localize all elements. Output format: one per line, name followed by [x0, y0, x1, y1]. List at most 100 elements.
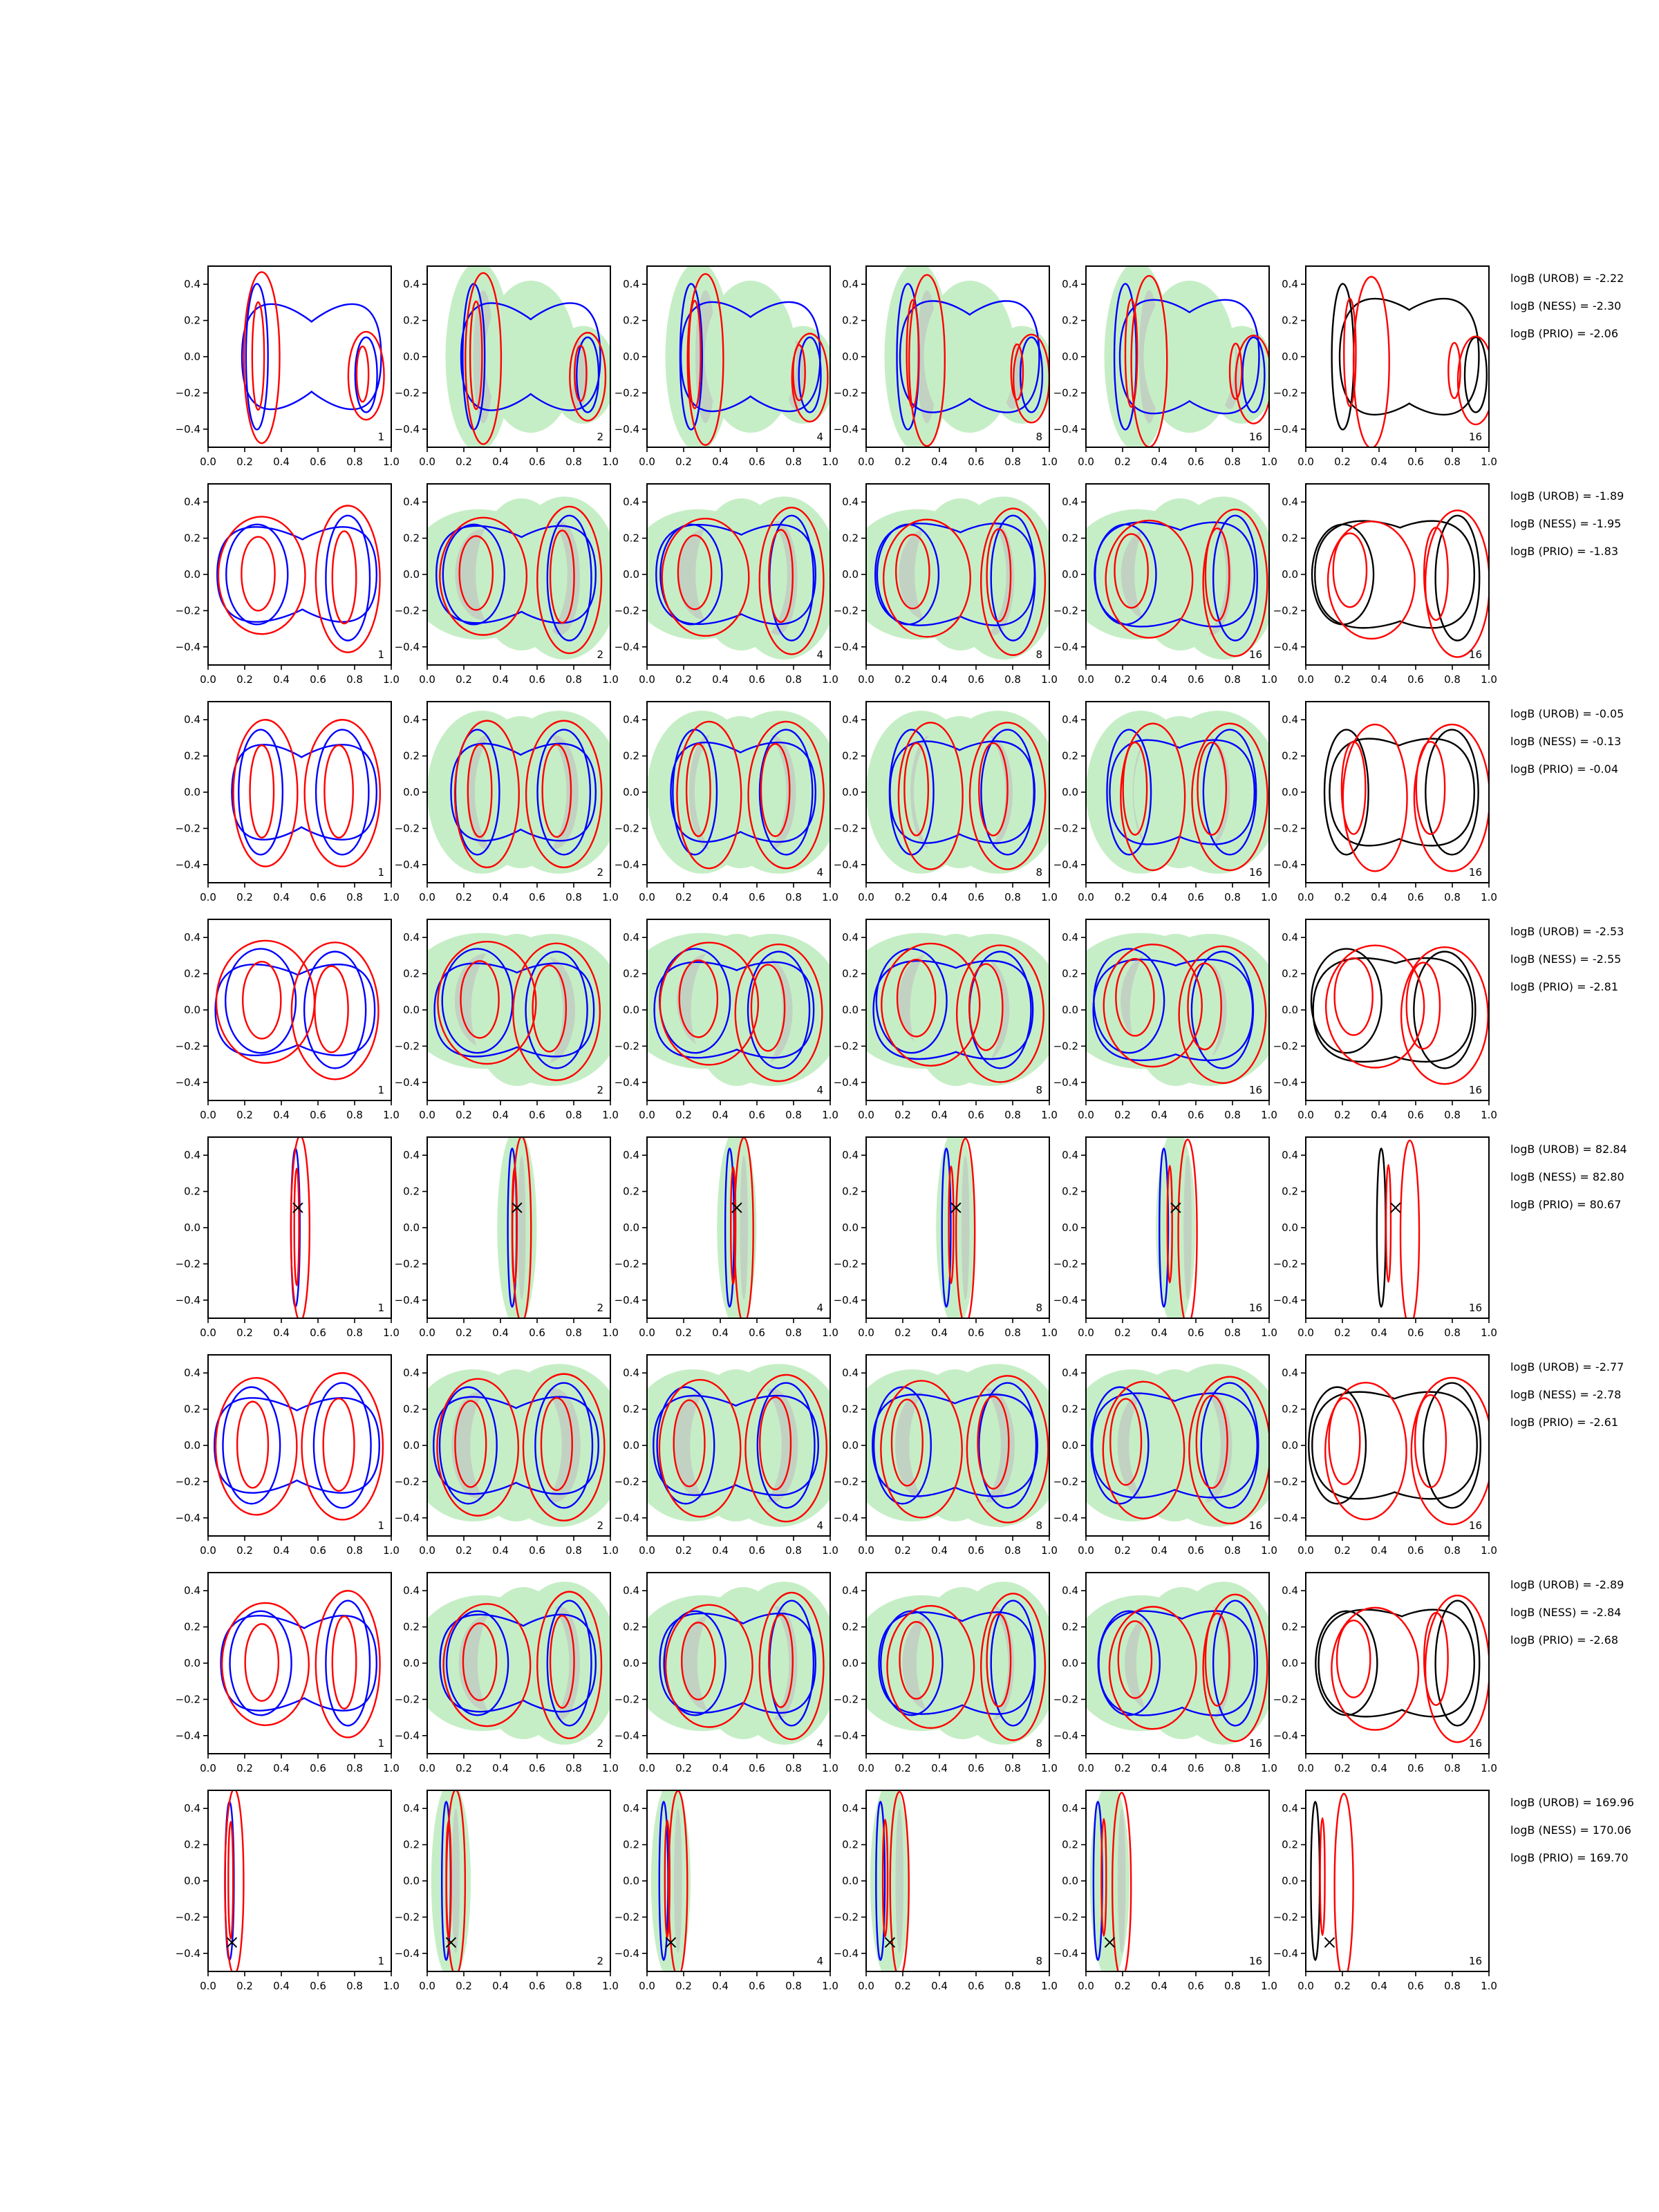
contour-b-inner — [678, 959, 719, 1038]
plot-area — [650, 1790, 691, 1971]
x-tick-label: 0.2 — [1114, 1980, 1131, 1992]
y-tick-label: 0.4 — [403, 1367, 420, 1379]
x-tick-label: 0.0 — [1078, 1762, 1094, 1774]
x-tick-label: 0.6 — [968, 1327, 984, 1339]
contour-b-inner — [454, 1400, 487, 1488]
contour-a — [1422, 1382, 1482, 1509]
contour-b-inner — [760, 742, 791, 837]
contour-a — [525, 950, 588, 1069]
y-tick-label: 0.2 — [623, 1839, 639, 1851]
panel-corner-label: 2 — [597, 1084, 603, 1096]
contour-outer — [220, 1615, 378, 1712]
density-fill-bridge — [909, 1369, 1001, 1522]
y-tick-label: 0.2 — [842, 532, 859, 545]
x-tick-label: 1.0 — [822, 1109, 838, 1121]
x-tick-label: 0.6 — [1188, 1762, 1204, 1774]
y-tick-label: 0.0 — [623, 1657, 639, 1669]
contour-b-inner — [1405, 962, 1441, 1050]
x-tick-label: 0.4 — [931, 1327, 948, 1339]
x-tick-label: 0.2 — [894, 1544, 911, 1557]
contour-a — [872, 1386, 932, 1505]
y-tick-label: 0.2 — [184, 1839, 200, 1851]
panel-corner-label: 8 — [1035, 1737, 1042, 1750]
contour-b-outer — [1352, 276, 1390, 447]
y-tick-label: 0.4 — [403, 1802, 420, 1815]
y-tick-label: −0.4 — [1053, 423, 1078, 435]
contour-b-outer — [1324, 944, 1425, 1069]
logb-label: logB (UROB) = -2.77 — [1510, 1360, 1624, 1374]
plot-area — [497, 1137, 537, 1318]
logb-annotations-row-6: logB (UROB) = -2.77 logB (NESS) = -2.78 lo… — [1510, 1360, 1624, 1429]
x-tick-label: 0.8 — [1004, 891, 1021, 903]
x-tick-label: 1.0 — [1261, 1327, 1277, 1339]
contour-b-outer — [664, 1604, 753, 1728]
logb-label: logB (UROB) = -2.53 — [1510, 925, 1624, 938]
y-tick-label: 0.0 — [403, 786, 420, 798]
y-tick-label: −0.2 — [834, 1040, 859, 1052]
contour-b-outer — [791, 332, 829, 423]
y-tick-label: 0.0 — [623, 786, 639, 798]
plot-area — [1311, 509, 1489, 658]
x-tick-label: 0.4 — [931, 1980, 948, 1992]
contour-a — [1200, 1382, 1259, 1509]
x-tick-label: 0.6 — [529, 1980, 545, 1992]
logb-label: logB (NESS) = 170.06 — [1510, 1824, 1631, 1837]
plot-area — [220, 1590, 381, 1738]
contour-b-outer — [1456, 335, 1489, 426]
y-tick-label: −0.2 — [615, 1040, 639, 1052]
axes-frame — [1305, 701, 1490, 883]
x-tick-label: 0.0 — [200, 673, 216, 686]
contour-outer — [450, 742, 597, 842]
contour-b-outer — [1188, 1376, 1269, 1525]
contour-a — [1323, 729, 1369, 856]
x-tick-label: 0.8 — [1444, 456, 1461, 468]
y-tick-label: −0.2 — [395, 1911, 420, 1923]
x-tick-label: 0.4 — [492, 1109, 509, 1121]
contour-a — [941, 1147, 952, 1308]
x-tick-label: 0.6 — [310, 891, 326, 903]
x-tick-label: 0.6 — [749, 456, 765, 468]
panel-corner-label: 16 — [1469, 431, 1482, 443]
y-tick-label: 0.2 — [184, 532, 200, 545]
x-tick-label: 0.8 — [565, 1762, 582, 1774]
x-tick-label: 0.0 — [858, 1327, 874, 1339]
x-tick-label: 0.4 — [712, 456, 729, 468]
logb-label: logB (PRIO) = -2.68 — [1510, 1633, 1618, 1647]
x-tick-label: 0.8 — [1444, 1327, 1461, 1339]
x-tick-label: 0.0 — [639, 1544, 655, 1557]
y-tick-label: −0.4 — [1053, 1730, 1078, 1742]
x-tick-label: 0.4 — [931, 673, 948, 686]
plot-area — [870, 1790, 910, 1971]
x-tick-label: 1.0 — [383, 1327, 400, 1339]
panel-corner-label: 2 — [597, 1519, 603, 1532]
x-tick-label: 0.4 — [492, 1544, 509, 1557]
contour-outer — [433, 1396, 599, 1495]
panel-r4-c4: 0.0 0.2 0.4 0.6 0.8 1.0 −0.4 −0.2 0.0 0.2 0.4 8 — [834, 919, 1058, 1121]
contour-b-outer — [1202, 1593, 1268, 1743]
x-tick-label: 1.0 — [1041, 1544, 1058, 1557]
contour-b-outer — [215, 939, 316, 1064]
plot-area — [647, 496, 830, 660]
x-tick-label: 0.4 — [712, 1109, 729, 1121]
y-tick-label: −0.2 — [1053, 1040, 1078, 1052]
x-tick-label: 0.4 — [492, 1327, 509, 1339]
y-tick-label: −0.2 — [395, 604, 420, 617]
y-tick-label: 0.2 — [403, 532, 420, 545]
x-tick-label: 0.6 — [310, 673, 326, 686]
panel-corner-label: 8 — [1035, 1519, 1042, 1532]
x-tick-label: 1.0 — [822, 673, 838, 686]
panel-corner-label: 16 — [1249, 1519, 1262, 1532]
panel-corner-label: 2 — [597, 1955, 603, 1967]
contour-b-inner — [331, 1615, 357, 1709]
y-tick-label: −0.2 — [176, 386, 200, 399]
x-tick-label: 1.0 — [1481, 1109, 1497, 1121]
panel-corner-label: 16 — [1469, 866, 1482, 879]
x-tick-label: 0.4 — [712, 673, 729, 686]
plot-area — [866, 496, 1049, 660]
y-tick-label: −0.2 — [615, 1257, 639, 1270]
y-tick-label: 0.0 — [1282, 786, 1298, 798]
x-tick-label: 0.8 — [1444, 1109, 1461, 1121]
panel-r2-c2: 0.0 0.2 0.4 0.6 0.8 1.0 −0.4 −0.2 0.0 0.2 0.4 2 — [395, 483, 619, 686]
contour-b-outer — [214, 1377, 298, 1516]
truth-marker — [731, 1202, 742, 1213]
